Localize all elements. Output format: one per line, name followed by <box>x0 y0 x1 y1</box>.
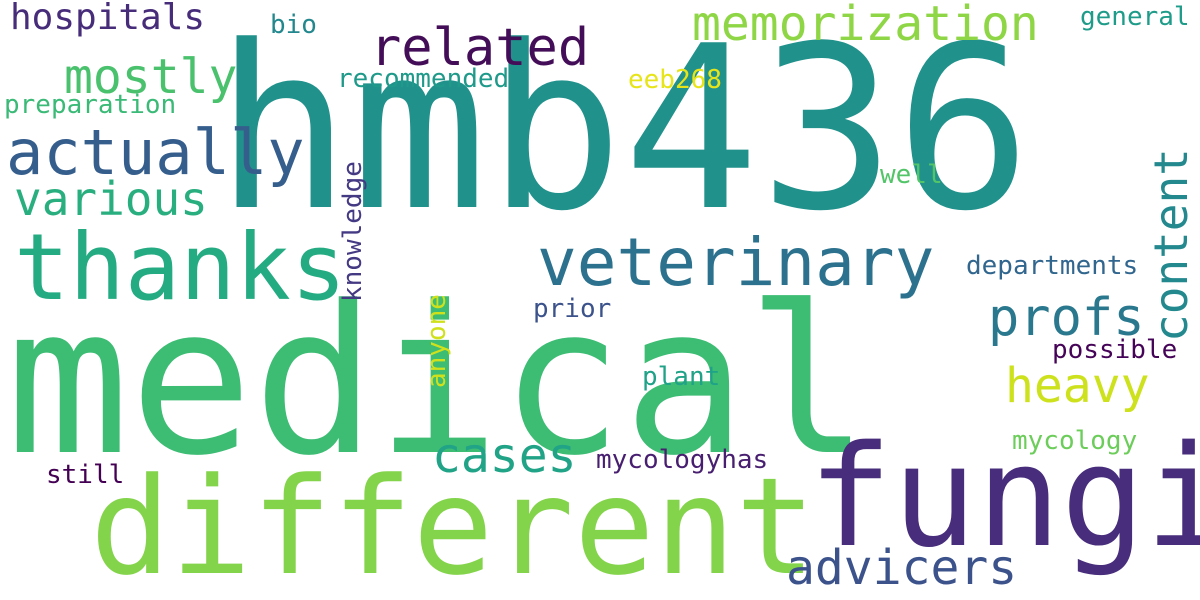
word-related: related <box>370 18 590 78</box>
word-advicers: advicers <box>786 540 1018 596</box>
word-mycology: mycology <box>1012 426 1138 456</box>
word-anyone: anyone <box>422 294 452 388</box>
word-medical: medical <box>6 263 870 501</box>
word-mycologyhas: mycologyhas <box>596 445 769 475</box>
word-prior: prior <box>533 294 612 324</box>
word-departments: departments <box>966 251 1139 281</box>
word-various: various <box>14 172 208 226</box>
word-fungi: fungi <box>808 416 1200 579</box>
word-preparation: preparation <box>4 90 177 120</box>
word-profs: profs <box>988 288 1145 348</box>
word-possible: possible <box>1052 335 1178 365</box>
word-plant: plant <box>642 362 721 392</box>
word-knowledge: knowledge <box>338 161 368 302</box>
word-heavy: heavy <box>1005 358 1150 414</box>
word-content: content <box>1144 148 1198 342</box>
word-hmb436: hmb436 <box>215 0 1032 261</box>
word-actually: actually <box>6 116 305 189</box>
word-different: different <box>90 449 817 600</box>
word-memorization: memorization <box>692 0 1039 52</box>
word-hospitals: hospitals <box>10 0 206 38</box>
word-thanks: thanks <box>14 214 347 321</box>
word-bio: bio <box>270 10 317 40</box>
word-eeb268: eeb268 <box>628 65 722 95</box>
word-general: general <box>1080 2 1190 32</box>
word-cases: cases <box>432 428 577 484</box>
word-mostly: mostly <box>64 49 238 105</box>
word-well: well <box>880 160 943 190</box>
word-still: still <box>46 460 125 490</box>
word-recommended: recommended <box>337 64 510 94</box>
word-veterinary: veterinary <box>537 224 935 301</box>
